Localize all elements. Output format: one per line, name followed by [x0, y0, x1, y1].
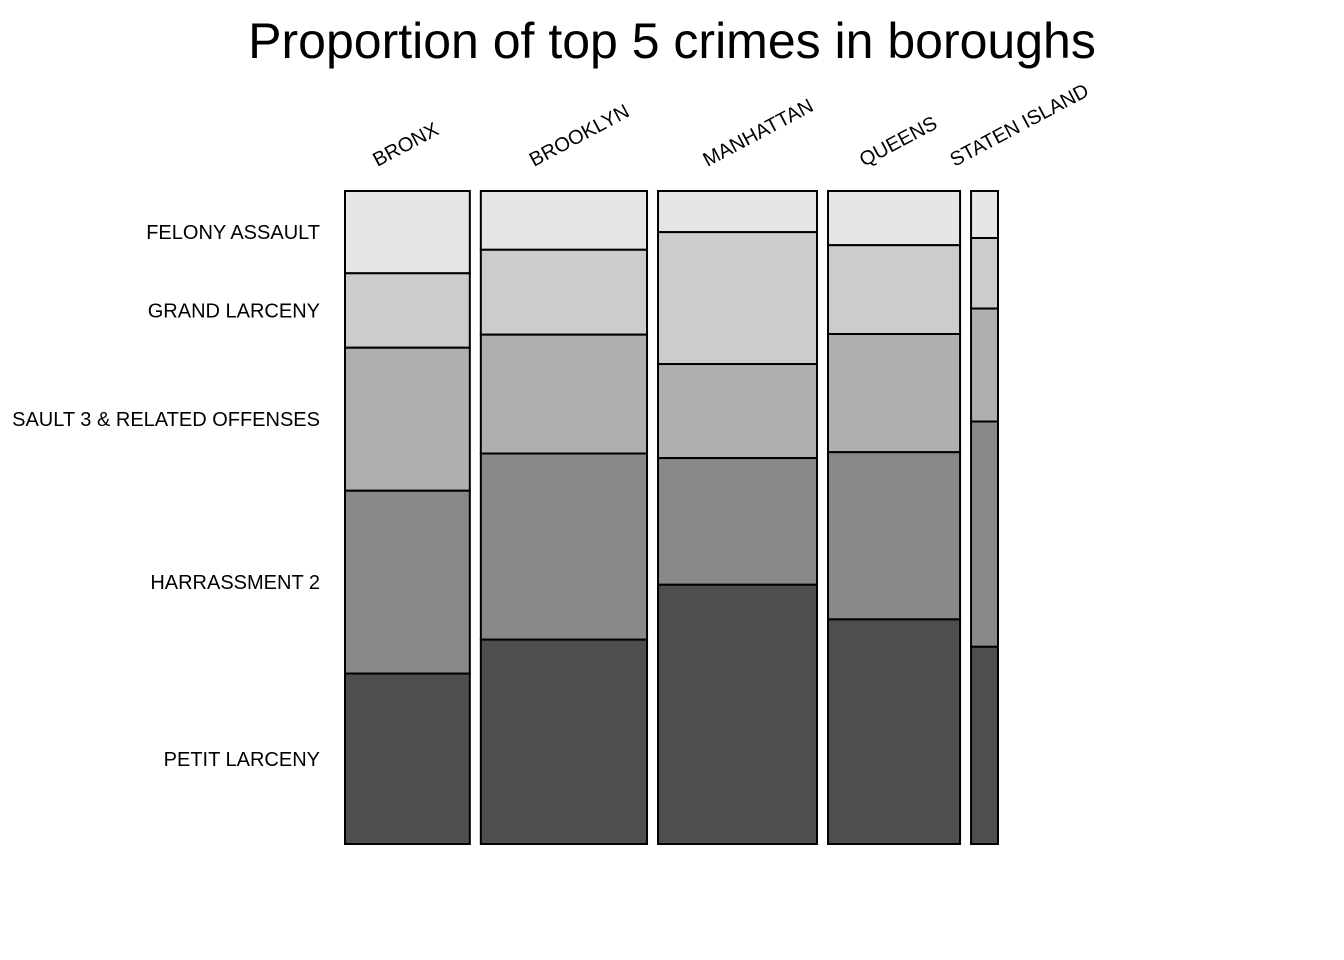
tile-queens-harrassment-2 [827, 451, 962, 621]
tile-bronx-petit-larceny [344, 672, 471, 845]
column-label-manhattan: MANHATTAN [700, 95, 818, 171]
tile-bronx-felony-assault [344, 190, 471, 275]
tile-bronx-harrassment-2 [344, 489, 471, 675]
tile-staten-island-petit-larceny [970, 645, 999, 845]
tile-queens-assault-3-related-offenses [827, 333, 962, 454]
chart-title: Proportion of top 5 crimes in boroughs [248, 13, 1096, 69]
column-labels: BRONX BROOKLYN MANHATTAN QUEENS STATEN ISLAN… [369, 80, 1092, 172]
tile-queens-petit-larceny [827, 618, 962, 845]
tile-staten-island-grand-larceny [970, 237, 999, 310]
tile-manhattan-grand-larceny [657, 231, 819, 366]
tile-bronx-grand-larceny [344, 272, 471, 349]
tile-staten-island-harrassment-2 [970, 420, 999, 648]
tile-staten-island-assault-3-related-offenses [970, 307, 999, 423]
row-label-felony-assault: FELONY ASSAULT [146, 222, 320, 244]
row-label-harrassment-2: HARRASSMENT 2 [150, 572, 320, 594]
tile-manhattan-petit-larceny [657, 583, 819, 845]
column-label-staten-island: STATEN ISLAND [947, 80, 1093, 172]
tile-brooklyn-petit-larceny [479, 638, 649, 845]
tile-queens-felony-assault [827, 190, 962, 247]
tile-manhattan-harrassment-2 [657, 457, 819, 586]
tile-brooklyn-assault-3-related-offenses [479, 333, 649, 455]
column-label-queens: QUEENS [856, 112, 941, 171]
tile-brooklyn-harrassment-2 [479, 452, 649, 641]
tile-manhattan-felony-assault [657, 190, 819, 234]
column-label-bronx: BRONX [369, 119, 442, 172]
tile-bronx-assault-3-related-offenses [344, 346, 471, 492]
row-label-grand-larceny: GRAND LARCENY [148, 301, 320, 323]
mosaic-tiles [344, 190, 999, 845]
row-label-assault-3-related-offenses: SAULT 3 & RELATED OFFENSES [12, 409, 320, 431]
tile-brooklyn-grand-larceny [479, 248, 649, 336]
tile-brooklyn-felony-assault [479, 190, 649, 251]
tile-staten-island-felony-assault [970, 190, 999, 240]
row-labels: FELONY ASSAULT GRAND LARCENY SAULT 3 & REL… [12, 222, 320, 771]
column-label-brooklyn: BROOKLYN [526, 101, 633, 172]
row-label-petit-larceny: PETIT LARCENY [164, 749, 320, 771]
tile-queens-grand-larceny [827, 244, 962, 336]
tile-manhattan-assault-3-related-offenses [657, 363, 819, 460]
